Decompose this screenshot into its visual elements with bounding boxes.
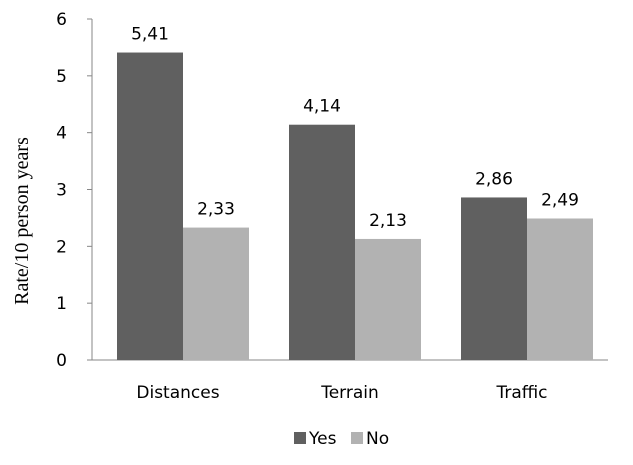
data-label: 2,86 [475, 169, 513, 189]
bar-no [183, 227, 249, 360]
y-tick-label: 3 [56, 181, 67, 201]
bar-yes [461, 197, 527, 360]
data-label: 2,33 [197, 200, 235, 220]
y-tick-label: 0 [56, 351, 67, 371]
bar-yes [289, 124, 355, 361]
legend-swatch-no [351, 432, 363, 444]
bar-no [355, 238, 421, 360]
y-tick-label: 1 [56, 294, 67, 314]
data-label: 5,41 [131, 25, 169, 45]
data-label: 2,49 [541, 190, 579, 210]
x-tick-label: Traffic [495, 383, 547, 403]
y-tick-label: 6 [56, 10, 67, 30]
y-tick-label: 2 [56, 237, 67, 257]
bar-yes [117, 52, 183, 360]
y-tick-label: 5 [56, 67, 67, 87]
legend-swatch-yes [294, 432, 306, 444]
x-tick-label: Terrain [320, 383, 379, 403]
x-tick-label: Distances [136, 383, 219, 403]
y-tick-label: 4 [56, 124, 67, 144]
data-label: 4,14 [303, 97, 341, 117]
legend-label-yes: Yes [308, 429, 337, 449]
legend-label-no: No [366, 429, 389, 449]
data-label: 2,13 [369, 211, 407, 231]
bar-no [527, 218, 593, 360]
y-axis-label: Rate/10 person years [11, 137, 33, 305]
